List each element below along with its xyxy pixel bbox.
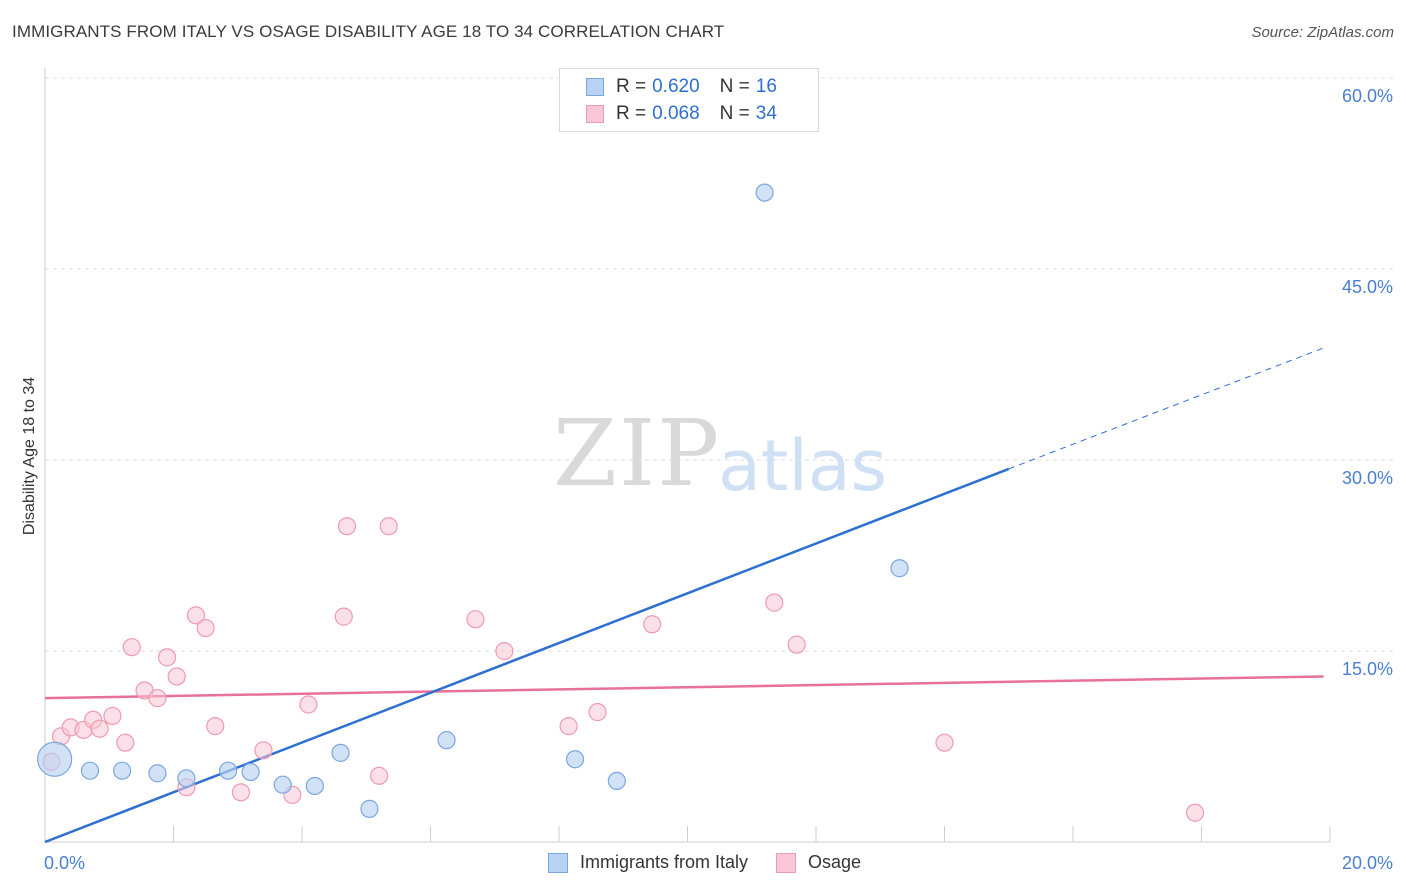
- italy-trend-line: [44, 467, 1010, 844]
- italy-point: [148, 764, 167, 783]
- osage-point: [167, 667, 186, 686]
- axes: [44, 68, 1331, 843]
- r-value: 0.620: [652, 76, 700, 97]
- osage-trend-line: [44, 675, 1324, 700]
- y-tick-label: 15.0%: [1342, 659, 1393, 679]
- osage-point: [90, 719, 109, 738]
- osage-point: [103, 706, 122, 726]
- osage-point: [196, 618, 215, 638]
- italy-point: [890, 559, 909, 578]
- legend-item-italy[interactable]: Immigrants from Italy: [548, 852, 748, 873]
- italy-point: [331, 743, 350, 762]
- italy-point: [273, 775, 292, 794]
- r-value: 0.068: [652, 103, 700, 124]
- series-legend: Immigrants from Italy Osage: [548, 852, 889, 873]
- osage-point: [231, 783, 251, 802]
- n-label: N =: [719, 76, 750, 97]
- chart-title: IMMIGRANTS FROM ITALY VS OSAGE DISABILIT…: [12, 22, 725, 41]
- italy-point: [219, 761, 238, 780]
- osage-point: [379, 517, 398, 536]
- x-tick-label: 0.0%: [44, 853, 85, 873]
- osage-point: [299, 695, 318, 714]
- osage-point: [787, 635, 806, 654]
- n-label: N =: [719, 103, 750, 124]
- osage-point: [495, 641, 514, 661]
- gridlines: [45, 77, 1395, 652]
- source-label: Source: ZipAtlas.com: [1251, 24, 1394, 41]
- x-tick-label: 20.0%: [1342, 853, 1393, 873]
- italy-point: [112, 761, 132, 780]
- osage-point: [116, 733, 135, 752]
- watermark-zip: ZIP: [553, 400, 722, 507]
- italy-legend-label: Immigrants from Italy: [580, 852, 749, 872]
- italy-point: [360, 799, 379, 818]
- osage-point: [1185, 803, 1205, 822]
- n-value: 34: [755, 103, 777, 124]
- osage-point: [588, 703, 607, 722]
- osage-point: [935, 733, 954, 752]
- italy-point: [437, 731, 456, 750]
- y-tick-label: 30.0%: [1342, 468, 1393, 488]
- italy-point: [177, 769, 196, 788]
- correlation-legend: R = 0.620 N = 16 R = 0.068 N = 34: [559, 68, 819, 132]
- italy-point: [80, 761, 100, 780]
- y-tick-label: 45.0%: [1342, 277, 1393, 297]
- italy-point: [755, 183, 774, 202]
- italy-legend-swatch: [548, 852, 568, 873]
- r-label: R =: [616, 103, 647, 124]
- y-tick-label: 60.0%: [1342, 86, 1393, 106]
- osage-point: [765, 593, 784, 612]
- data-points: [37, 183, 1205, 822]
- osage-point: [254, 741, 273, 760]
- osage-point: [643, 615, 662, 634]
- osage-legend-swatch: [776, 852, 797, 873]
- axis-labels: 15.0% 30.0% 45.0% 60.0% 0.0% 20.0% Disability …: [21, 86, 1393, 873]
- n-value: 16: [755, 76, 777, 97]
- legend-item-osage[interactable]: Osage: [776, 852, 861, 873]
- osage-point: [337, 517, 357, 536]
- y-axis-label: Disability Age 18 to 34: [21, 377, 38, 535]
- italy-point: [37, 741, 73, 777]
- italy-point: [241, 762, 260, 782]
- watermark-atlas: atlas: [718, 425, 888, 507]
- osage-point: [186, 606, 206, 625]
- legend-row-italy: R = 0.620 N = 16: [586, 76, 777, 98]
- osage-point: [206, 717, 225, 736]
- osage-point: [157, 648, 177, 667]
- osage-point: [559, 717, 578, 736]
- legend-row-osage: R = 0.068 N = 34: [586, 103, 777, 125]
- trend-lines: [44, 347, 1324, 844]
- osage-point: [148, 689, 167, 708]
- osage-point: [122, 638, 141, 657]
- italy-trend-extension: [1008, 347, 1324, 470]
- osage-point: [370, 766, 389, 785]
- osage-swatch: [586, 105, 604, 123]
- osage-point: [466, 610, 485, 629]
- osage-point: [334, 607, 353, 626]
- italy-point: [607, 771, 626, 790]
- italy-point: [565, 750, 585, 769]
- r-label: R =: [616, 76, 647, 97]
- osage-legend-label: Osage: [808, 852, 862, 872]
- italy-point: [305, 776, 324, 796]
- italy-swatch: [586, 78, 604, 96]
